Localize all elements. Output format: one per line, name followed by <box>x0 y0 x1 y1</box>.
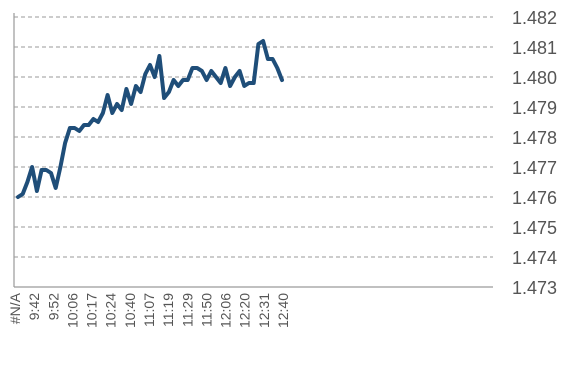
x-tick-label: 12:40 <box>275 293 291 328</box>
y-tick-label: 1.479 <box>512 98 557 118</box>
y-tick-label: 1.476 <box>512 188 557 208</box>
y-tick-label: 1.478 <box>512 128 557 148</box>
x-tick-label: 10:17 <box>84 293 100 328</box>
x-tick-label: 10:06 <box>64 293 80 328</box>
y-tick-label: 1.477 <box>512 158 557 178</box>
y-tick-label: 1.480 <box>512 68 557 88</box>
x-tick-label: 11:19 <box>160 293 176 327</box>
x-tick-label: 9:42 <box>26 293 42 320</box>
x-tick-label: 12:20 <box>237 293 253 328</box>
y-tick-label: 1.482 <box>512 8 557 28</box>
x-tick-label: 10:24 <box>103 293 119 328</box>
x-tick-label: #N/A <box>7 292 23 324</box>
y-tick-label: 1.473 <box>512 278 557 298</box>
y-tick-label: 1.474 <box>512 248 557 268</box>
x-tick-label: 10:40 <box>122 293 138 328</box>
y-tick-labels: 1.482 1.481 1.480 1.479 1.478 1.477 1.476 1.475… <box>512 8 557 298</box>
x-tick-label: 11:50 <box>198 293 214 327</box>
y-tick-label: 1.481 <box>512 38 557 58</box>
x-tick-labels: #N/A 9:42 9:52 10:06 10:17 10:24 10:40 11:07 11:… <box>7 292 291 328</box>
gridlines <box>14 16 493 258</box>
y-tick-label: 1.475 <box>512 218 557 238</box>
series-line <box>16 39 284 199</box>
x-tick-label: 9:52 <box>45 293 61 320</box>
x-tick-label: 12:31 <box>256 293 272 328</box>
x-tick-label: 12:06 <box>218 293 234 328</box>
x-tick-label: 11:07 <box>141 293 157 327</box>
x-tick-label: 11:29 <box>179 293 195 327</box>
